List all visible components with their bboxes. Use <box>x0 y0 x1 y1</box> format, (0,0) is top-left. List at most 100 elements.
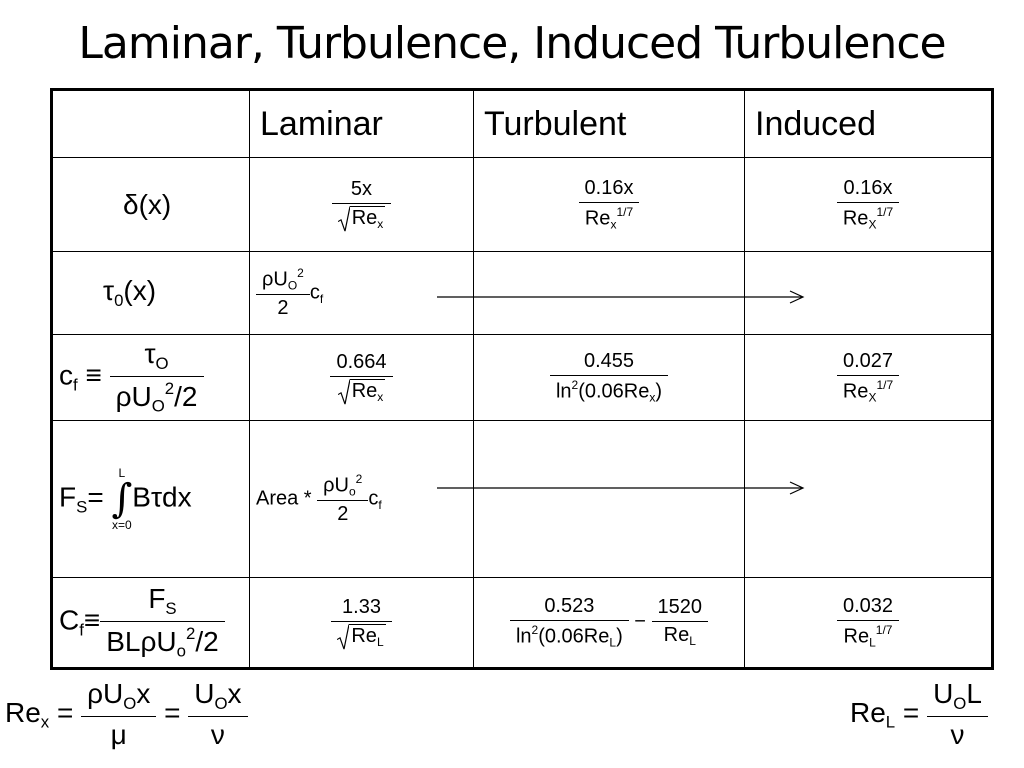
denominator: BLρUo2/2 <box>100 622 224 662</box>
denominator: ν <box>188 717 247 751</box>
numerator: 0.16x <box>578 177 640 204</box>
formula-cell: ρUO2 2 cf <box>249 251 474 335</box>
numerator: UOx <box>188 678 248 717</box>
superscript: 2 <box>355 471 363 486</box>
denominator: ReX1/7 <box>837 203 899 232</box>
numerator: ρUOx <box>81 678 157 717</box>
fraction: UOx ν <box>188 678 248 751</box>
row-label: δ(x) <box>51 157 250 252</box>
math-text: 2 <box>337 503 349 526</box>
numerator: 1520 <box>651 596 709 623</box>
superscript: 1/7 <box>875 623 893 638</box>
subscript: o <box>348 484 356 499</box>
header-row: Laminar Turbulent Induced <box>51 89 993 158</box>
numerator: 0.523 <box>509 595 629 622</box>
denominator: Rex <box>330 377 392 405</box>
math-text: μ <box>110 718 127 750</box>
denominator: 2 <box>256 295 310 320</box>
math-text: Re <box>351 206 378 229</box>
superscript: 2 <box>571 378 579 393</box>
subscript: L <box>609 635 617 650</box>
math-text: ) <box>655 380 663 403</box>
subscript: o <box>176 641 186 661</box>
denominator: ln2(0.06Rex) <box>550 376 668 405</box>
formula-cell: 0.027 ReX1/7 <box>744 334 993 421</box>
denominator: μ <box>81 717 156 751</box>
formula-cell: 0.523 ln2(0.06ReL) − 1520 ReL <box>473 577 745 669</box>
subscript: f <box>73 375 78 395</box>
radical <box>337 378 350 404</box>
superscript: 1/7 <box>616 205 634 220</box>
subscript: L <box>885 712 896 732</box>
denominator: ν <box>927 717 988 751</box>
fraction: 0.664 Rex <box>330 351 393 405</box>
upper-limit: L <box>118 466 126 480</box>
formula-cell: Area * ρUo2 2 cf <box>249 420 474 578</box>
math-text: ρU <box>262 268 288 291</box>
comparison-table: Laminar Turbulent Induced δ(x) 5x Rex 0.16x… <box>50 88 994 670</box>
math-text: = <box>49 696 82 728</box>
subscript: S <box>165 599 177 619</box>
fraction: 1.33 ReL <box>331 595 392 650</box>
table-row: τ0(x) ρUO2 2 cf <box>51 251 993 335</box>
math-text: = <box>87 481 112 513</box>
math-text: c <box>59 359 73 391</box>
math-text: C <box>59 604 80 636</box>
formula-cell: 0.16x Rex1/7 <box>473 157 745 252</box>
row-label: cf ≡ τO ρUO2/2 <box>51 334 250 421</box>
math-text: Re <box>843 625 870 648</box>
denominator: ln2(0.06ReL) <box>510 621 629 650</box>
math-text: U <box>194 678 215 709</box>
math-text: /2 <box>174 380 198 412</box>
subscript: L <box>689 634 696 649</box>
math-text: /2 <box>195 625 219 657</box>
math-text: Re <box>842 380 869 403</box>
fraction: UOL ν <box>927 678 988 751</box>
subscript: x <box>40 712 50 732</box>
header-cell: Induced <box>744 89 993 158</box>
math-text: − <box>628 610 652 633</box>
math-text: (0.06Re <box>538 625 610 648</box>
math-text: 1.33 <box>342 595 381 618</box>
denominator: 2 <box>317 501 368 526</box>
math-text: (0.06Re <box>578 380 650 403</box>
fraction: 0.027 ReX1/7 <box>836 350 900 405</box>
numerator: 1.33 <box>331 595 392 622</box>
subscript: O <box>214 693 228 713</box>
math-text: ρU <box>323 474 349 497</box>
math-text: 2 <box>277 297 289 320</box>
math-text: Re <box>842 207 869 230</box>
subscript: f <box>79 620 84 640</box>
math-text: Re <box>584 207 611 230</box>
fraction: τO ρUO2/2 <box>109 338 204 417</box>
radicand: Rex <box>349 378 386 405</box>
math-text: Re <box>351 379 378 402</box>
formula-cell: 0.032 ReL1/7 <box>744 577 993 669</box>
math-text: = <box>895 696 928 728</box>
subscript: L <box>376 634 384 649</box>
math-text: c <box>309 281 320 304</box>
math-text: x <box>227 678 242 709</box>
math-text: δ(x) <box>123 188 172 220</box>
math-text: L <box>966 678 982 709</box>
math-text: 0.16x <box>843 177 893 200</box>
fraction: 0.455 ln2(0.06Rex) <box>549 350 669 405</box>
math-text: ln <box>515 625 532 648</box>
math-text: Re <box>663 624 690 647</box>
denominator: Rex <box>332 204 392 232</box>
math-text: (x) <box>123 275 157 307</box>
subscript: O <box>287 278 298 293</box>
formula-cell: 0.16x ReX1/7 <box>744 157 993 252</box>
numerator: ρUo2 <box>317 471 369 502</box>
math-text: 0.027 <box>842 350 894 373</box>
subscript: x <box>377 216 384 231</box>
subscript: O <box>151 396 165 416</box>
row-label: Cf≡ FS BLρUo2/2 <box>51 577 250 669</box>
square-root: Rex <box>337 378 386 405</box>
denominator: Rex1/7 <box>579 203 640 232</box>
table-row: FS= L ∫ x=0 Bτdx Area * ρUo2 2 cf <box>51 420 993 578</box>
numerator: 0.664 <box>330 351 393 377</box>
reynolds-x: Rex = ρUOx μ = UOx ν <box>5 678 248 751</box>
slide-title: Laminar, Turbulence, Induced Turbulence <box>78 18 946 69</box>
